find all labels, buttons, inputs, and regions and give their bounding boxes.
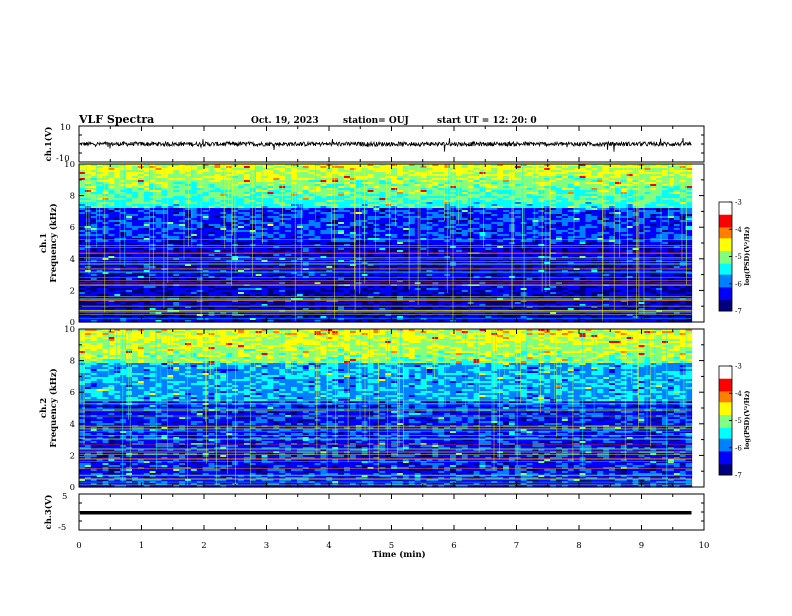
ch1-waveform-panel: 10 -10 ch.1(V) bbox=[43, 123, 704, 164]
date-label: Oct. 19, 2023 bbox=[251, 116, 319, 126]
ch1-spectrogram-image bbox=[79, 164, 704, 323]
start-time-label: start UT = 12: 20: 0 bbox=[437, 116, 537, 126]
ch1-ytick-top: 10 bbox=[60, 123, 71, 133]
station-label: station= OUJ bbox=[343, 116, 409, 126]
figure-title: VLF Spectra bbox=[78, 113, 154, 126]
ch1-ylabel: ch.1(V) bbox=[43, 127, 54, 162]
